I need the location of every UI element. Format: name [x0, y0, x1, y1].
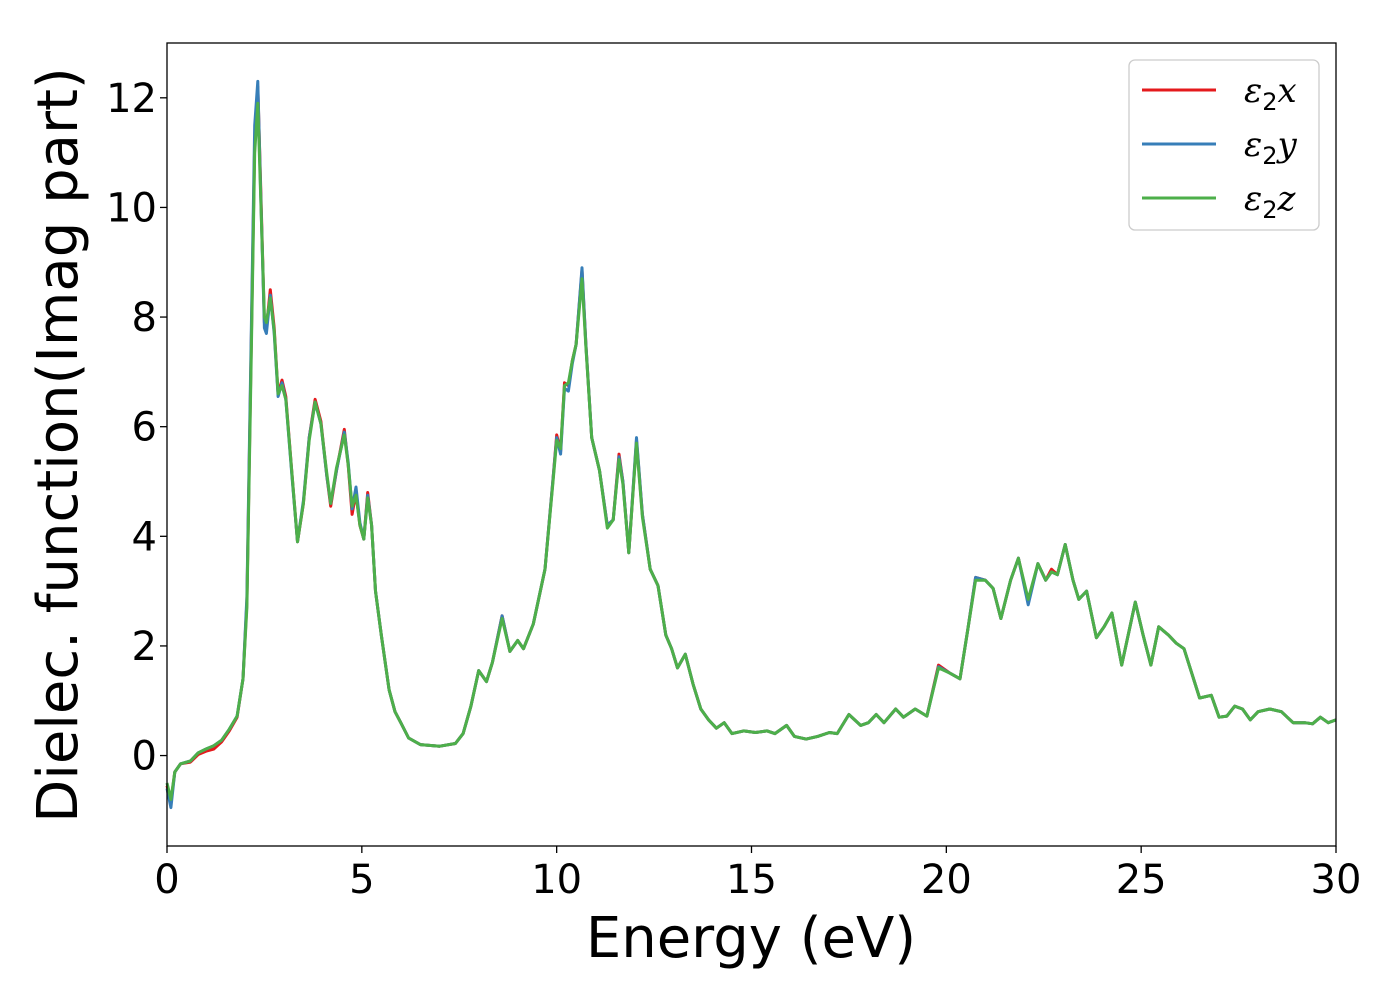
x-tick-label: 25	[1116, 857, 1167, 903]
plot-frame	[166, 42, 1337, 847]
y-tick-label: 6	[132, 405, 157, 451]
x-tick-label: 10	[531, 857, 582, 903]
y-axis-label: Dielec. function(Imag part)	[26, 67, 91, 823]
y-tick-label: 4	[132, 514, 157, 560]
legend-box	[1128, 59, 1320, 231]
series-lines	[165, 79, 1337, 810]
y-tick-label: 8	[132, 295, 157, 341]
y-axis-ticks: 0 2 4 6 8 10 12	[106, 76, 167, 780]
x-tick-label: 0	[154, 857, 179, 903]
x-axis-ticks: 0 5 10 15 20 25 30	[154, 846, 1361, 903]
x-axis-label: Energy (eV)	[586, 906, 916, 971]
x-tick-label: 5	[349, 857, 374, 903]
legend-label-z: ε2z	[1244, 179, 1297, 224]
x-tick-label: 15	[726, 857, 777, 903]
y-tick-label: 2	[132, 624, 157, 670]
legend-label-y: ε2y	[1244, 125, 1298, 170]
y-tick-label: 0	[132, 734, 157, 780]
series-line-z	[165, 101, 1337, 801]
legend-label-x: ε2x	[1244, 71, 1297, 116]
x-tick-label: 30	[1311, 857, 1362, 903]
y-tick-label: 10	[106, 185, 157, 231]
y-tick-label: 12	[106, 76, 157, 122]
x-tick-label: 20	[921, 857, 972, 903]
legend: ε2x ε2y ε2z	[1128, 59, 1320, 231]
